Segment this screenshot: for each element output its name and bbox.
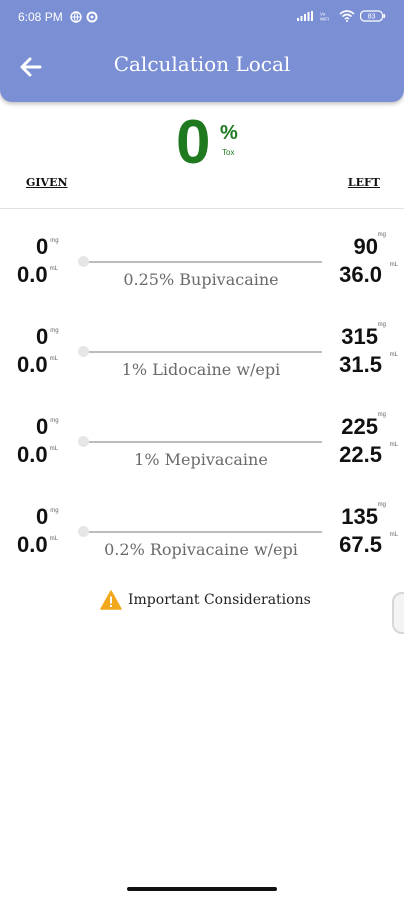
ml-unit: mL — [389, 352, 398, 358]
ml-unit: mL — [389, 262, 398, 268]
mg-unit: mg — [50, 508, 59, 514]
app-header: 6:08 PM Vo WiFi — [0, 0, 404, 102]
drug-row: 0 mg 0.0 mL 0.2% Ropivacaine w/epi 135 mg 67.5 m… — [0, 502, 404, 564]
svg-text:WiFi: WiFi — [320, 17, 329, 22]
mg-unit: mg — [50, 418, 59, 424]
mg-unit: mg — [377, 322, 386, 328]
important-considerations-button[interactable]: Important Considerations — [100, 590, 311, 610]
drug-row: 0 mg 0.0 mL 1% Mepivacaine 225 mg 22.5 mL — [0, 412, 404, 474]
given-ml-number: 0.0 — [17, 262, 48, 287]
ml-unit: mL — [389, 532, 398, 538]
ml-unit: mL — [49, 356, 58, 362]
status-right-icons: Vo WiFi 83 — [297, 10, 386, 22]
sync-icon — [86, 11, 98, 23]
drug-row: 0 mg 0.0 mL 1% Lidocaine w/epi 315 mg 31.5 mL — [0, 322, 404, 384]
left-ml-value: 31.5 — [339, 352, 382, 377]
left-ml-value: 67.5 — [339, 532, 382, 557]
given-mg-number: 0 — [36, 234, 49, 259]
given-mg-value: 0 mg — [36, 504, 59, 530]
mg-unit: mg — [377, 502, 386, 508]
dose-slider-thumb[interactable] — [78, 526, 89, 537]
dose-slider-thumb[interactable] — [78, 256, 89, 267]
signal-icon — [297, 11, 313, 21]
given-mg-number: 0 — [36, 414, 49, 439]
header-divider — [0, 208, 404, 209]
given-ml-value: 0.0 mL — [17, 352, 58, 378]
dose-slider-track[interactable] — [80, 441, 322, 443]
drug-name: 1% Lidocaine w/epi — [121, 360, 281, 379]
mg-unit: mg — [377, 412, 386, 418]
warning-triangle-icon — [100, 590, 122, 610]
given-mg-value: 0 mg — [36, 414, 59, 440]
important-considerations-label: Important Considerations — [128, 592, 311, 608]
back-button[interactable] — [16, 52, 46, 82]
mg-unit: mg — [50, 328, 59, 334]
page-title: Calculation Local — [113, 52, 291, 76]
ml-unit: mL — [49, 536, 58, 542]
volte-wifi-label-icon: Vo WiFi — [320, 12, 329, 22]
dose-slider-track[interactable] — [80, 261, 322, 263]
status-left-icons — [70, 11, 98, 23]
ml-unit: mL — [49, 266, 58, 272]
mg-unit: mg — [50, 238, 59, 244]
left-mg-value: 225 — [341, 414, 378, 439]
svg-text:Vo: Vo — [320, 12, 326, 17]
given-mg-number: 0 — [36, 504, 49, 529]
given-mg-value: 0 mg — [36, 234, 59, 260]
battery-level: 83 — [368, 14, 376, 21]
left-ml-value: 22.5 — [339, 442, 382, 467]
dose-slider-track[interactable] — [80, 351, 322, 353]
status-time: 6:08 PM — [18, 10, 63, 24]
mg-unit: mg — [377, 232, 386, 238]
home-indicator[interactable] — [127, 887, 277, 891]
drug-row: 0 mg 0.0 mL 0.25% Bupivacaine 90 mg 36.0 mL — [0, 232, 404, 294]
battery-icon: 83 — [360, 10, 386, 22]
given-ml-value: 0.0 mL — [17, 442, 58, 468]
ml-unit: mL — [389, 442, 398, 448]
given-ml-value: 0.0 mL — [17, 262, 58, 288]
drug-name: 0.25% Bupivacaine — [123, 270, 279, 289]
left-mg-value: 315 — [341, 324, 378, 349]
dose-slider-thumb[interactable] — [78, 436, 89, 447]
given-ml-number: 0.0 — [17, 532, 48, 557]
dose-slider-track[interactable] — [80, 531, 322, 533]
given-column-header: GIVEN — [26, 176, 68, 189]
drug-name: 1% Mepivacaine — [134, 450, 268, 469]
toxicity-percent-symbol: % — [220, 122, 238, 144]
left-mg-value: 135 — [341, 504, 378, 529]
ml-unit: mL — [49, 446, 58, 452]
given-ml-value: 0.0 mL — [17, 532, 58, 558]
drug-name: 0.2% Ropivacaine w/epi — [104, 540, 298, 559]
dose-slider-thumb[interactable] — [78, 346, 89, 357]
globe-icon — [70, 11, 82, 23]
left-column-header: LEFT — [347, 176, 380, 189]
toxicity-indicator: 0 % Tox — [176, 112, 256, 188]
given-mg-number: 0 — [36, 324, 49, 349]
edge-panel-handle[interactable] — [392, 592, 404, 634]
given-ml-number: 0.0 — [17, 442, 48, 467]
given-mg-value: 0 mg — [36, 324, 59, 350]
toxicity-value: 0 — [176, 108, 211, 177]
left-mg-value: 90 — [353, 234, 378, 259]
arrow-left-icon — [20, 57, 42, 77]
wifi-icon — [339, 10, 355, 22]
toxicity-label: Tox — [222, 148, 235, 157]
left-ml-value: 36.0 — [339, 262, 382, 287]
given-ml-number: 0.0 — [17, 352, 48, 377]
